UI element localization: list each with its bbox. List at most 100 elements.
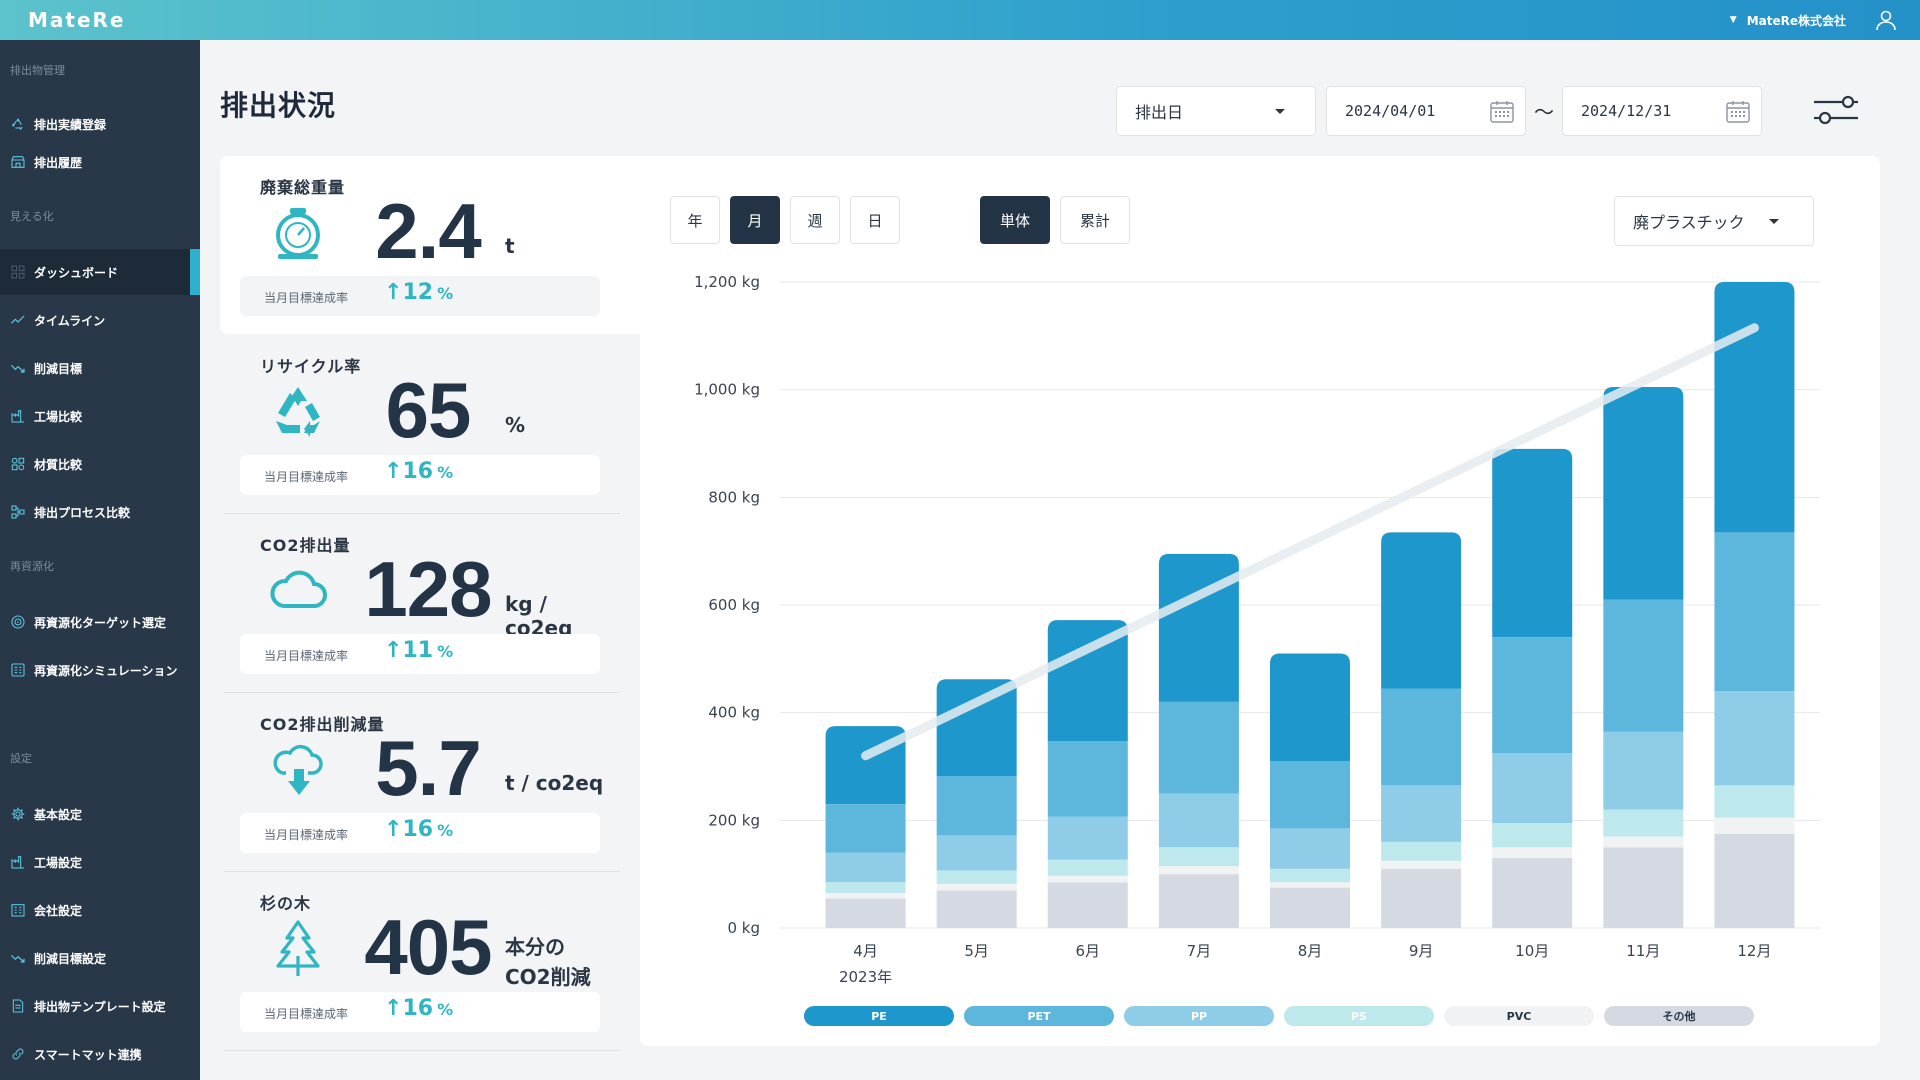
sidebar-item-label: 工場設定 — [34, 855, 83, 870]
sidebar-item[interactable]: タイムライン — [0, 297, 200, 343]
sidebar-item-label: タイムライン — [34, 313, 106, 328]
date-type-value: 排出日 — [1135, 103, 1184, 122]
kpi-unit: % — [505, 413, 525, 437]
bar-segment — [1492, 847, 1573, 859]
sidebar-item[interactable]: 再資源化ターゲット選定 — [0, 599, 200, 645]
sidebar-item-label: 削減目標 — [34, 361, 83, 376]
bar-segment — [1047, 816, 1128, 860]
user-icon[interactable] — [1874, 8, 1898, 32]
kpi-unit-line1: t / co2eq — [505, 771, 604, 795]
cloud-icon — [268, 560, 328, 620]
kpi-rate: ↑12% — [384, 280, 453, 305]
kpi-unit: t / co2eq — [505, 771, 603, 795]
kpi-card: 杉の木 405 本分の CO2削減 当月目標達成率 ↑16% — [220, 872, 620, 1051]
kpi-divider — [224, 1050, 620, 1051]
sidebar-item[interactable]: 排出物テンプレート設定 — [0, 983, 200, 1029]
sidebar-item[interactable]: 工場設定 — [0, 839, 200, 885]
link-icon — [10, 1046, 26, 1062]
arrow-up-icon: ↑ — [384, 817, 403, 842]
sidebar-item-label: 排出実績登録 — [34, 117, 107, 132]
sidebar-item[interactable]: 削減目標設定 — [0, 935, 200, 981]
calendar-icon[interactable] — [1725, 99, 1751, 125]
kpi-title: CO2排出量 — [260, 536, 351, 555]
material-select-value: 廃プラスチック — [1633, 213, 1745, 232]
sidebar-item[interactable]: 工場比較 — [0, 393, 200, 439]
sidebar-item-label: 排出物テンプレート設定 — [34, 999, 166, 1014]
bar-segment — [1381, 532, 1462, 689]
company-menu[interactable]: ▼ MateRe株式会社 — [1730, 0, 1846, 40]
period-tab[interactable]: 年 — [670, 196, 720, 244]
line-chart-icon — [10, 312, 26, 328]
kpi-rate-value: 16 — [402, 459, 434, 484]
mode-tab[interactable]: 累計 — [1060, 196, 1130, 244]
kpi-unit-line2: CO2削減 — [505, 965, 591, 989]
mode-tab[interactable]: 単体 — [980, 196, 1050, 244]
kpi-card: リサイクル率 65% 当月目標達成率 ↑16% — [220, 335, 620, 514]
sidebar-item[interactable]: 排出実績登録 — [0, 101, 200, 147]
end-date-input[interactable]: 2024/12/31 — [1562, 86, 1762, 136]
dashboard-icon — [10, 264, 26, 280]
sidebar-item[interactable]: 再資源化シミュレーション — [0, 647, 200, 693]
bar-segment — [1492, 637, 1573, 754]
sidebar-item[interactable]: 基本設定 — [0, 791, 200, 837]
period-tab[interactable]: 週 — [790, 196, 840, 244]
kpi-rate-value: 12 — [402, 280, 434, 305]
chevron-down-icon — [1769, 219, 1779, 224]
legend-item[interactable]: その他 — [1604, 1006, 1754, 1026]
period-tab[interactable]: 月 — [730, 196, 780, 244]
material-select[interactable]: 廃プラスチック — [1614, 196, 1814, 246]
legend-item[interactable]: PVC — [1444, 1006, 1594, 1026]
sidebar-item[interactable]: スマートマット連携 — [0, 1031, 200, 1077]
kpi-divider — [224, 513, 620, 514]
date-type-select[interactable]: 排出日 — [1116, 86, 1316, 136]
arrow-up-icon: ↑ — [384, 638, 403, 663]
app-logo[interactable]: MateRe — [28, 8, 126, 32]
sidebar-item[interactable]: ダッシュボード — [0, 249, 200, 295]
x-tick-label: 5月 — [964, 942, 989, 960]
recycle-icon — [10, 116, 26, 132]
bar-segment — [936, 835, 1017, 871]
y-tick-label: 800 kg — [708, 488, 760, 506]
y-tick-label: 200 kg — [708, 811, 760, 829]
bar-segment — [1158, 701, 1239, 794]
chart-legend: PE PET PP PS PVC その他 — [804, 1006, 1764, 1026]
legend-item[interactable]: PP — [1124, 1006, 1274, 1026]
legend-item[interactable]: PE — [804, 1006, 954, 1026]
start-date-input[interactable]: 2024/04/01 — [1326, 86, 1526, 136]
process-icon — [10, 504, 26, 520]
period-tab[interactable]: 日 — [850, 196, 900, 244]
y-tick-label: 0 kg — [727, 919, 760, 937]
filter-settings-icon[interactable] — [1810, 92, 1860, 128]
sidebar-item-label: 排出履歴 — [34, 155, 83, 170]
kpi-rate-value: 11 — [402, 638, 434, 663]
bar-segment — [1270, 761, 1350, 829]
sidebar-item-label: 排出プロセス比較 — [34, 505, 131, 520]
sidebar-item[interactable]: 材質比較 — [0, 441, 200, 487]
bar-segment — [1270, 828, 1350, 869]
kpi-rate-unit: % — [437, 284, 454, 303]
bar-segment — [1714, 532, 1795, 692]
cloud-download-icon — [268, 739, 328, 799]
kpi-rate-label: 当月目標達成率 — [264, 470, 349, 484]
bar-segment — [1270, 868, 1350, 883]
bar-segment — [1492, 448, 1573, 638]
calendar-icon[interactable] — [1489, 99, 1515, 125]
bar-segment — [1603, 731, 1684, 810]
bar-segment — [1381, 785, 1462, 842]
kpi-rate: ↑11% — [384, 638, 453, 663]
sidebar-item-label: 材質比較 — [34, 457, 83, 472]
trend-line — [861, 323, 1759, 761]
bar-segment — [1047, 620, 1128, 742]
kpi-achievement-bar: 当月目標達成率 ↑16% — [240, 455, 600, 495]
bar-segment — [1047, 882, 1128, 928]
sidebar-item[interactable]: 排出プロセス比較 — [0, 489, 200, 535]
sidebar-item[interactable]: 会社設定 — [0, 887, 200, 933]
kpi-rate-label: 当月目標達成率 — [264, 291, 349, 305]
kpi-divider — [224, 871, 620, 872]
sidebar-item-label: 工場比較 — [34, 409, 83, 424]
legend-item[interactable]: PS — [1284, 1006, 1434, 1026]
legend-item[interactable]: PET — [964, 1006, 1114, 1026]
sidebar-item[interactable]: 排出履歴 — [0, 139, 200, 185]
bar-segment — [936, 776, 1017, 836]
sidebar-item[interactable]: 削減目標 — [0, 345, 200, 391]
